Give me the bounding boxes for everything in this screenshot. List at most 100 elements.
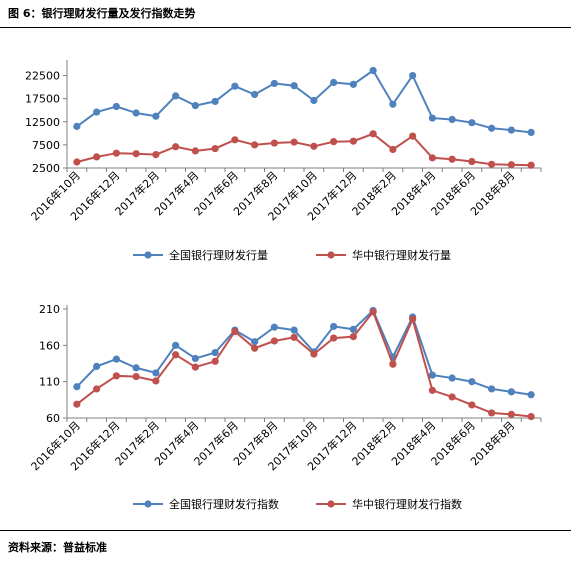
data-point (428, 371, 436, 379)
data-point (73, 383, 81, 391)
data-point (270, 79, 278, 88)
data-point (330, 138, 338, 146)
legend-label: 华中银行理财发行指数 (352, 497, 462, 511)
data-point (251, 90, 259, 99)
data-point (172, 351, 180, 359)
data-point (290, 82, 298, 90)
data-point (389, 145, 397, 154)
series-line-1 (76, 309, 532, 418)
data-point (428, 114, 436, 122)
figure-title: 图 6：银行理财发行量及发行指数走势 (8, 7, 196, 20)
data-point (211, 349, 219, 357)
data-point (211, 357, 219, 365)
data-point (191, 102, 199, 110)
legend-swatch-marker (144, 251, 152, 259)
y-tick-label: 22500 (25, 70, 60, 83)
data-point (468, 401, 476, 409)
data-point (369, 308, 377, 316)
legend-swatch-marker (327, 251, 335, 259)
data-point (488, 385, 496, 393)
y-tick-label: 12500 (25, 116, 60, 129)
data-point (310, 96, 318, 105)
data-point (369, 66, 377, 75)
data-point (527, 161, 535, 169)
data-point (231, 136, 239, 144)
data-point (448, 115, 456, 124)
data-point (191, 147, 199, 155)
data-point (349, 325, 357, 333)
data-point (172, 341, 180, 349)
data-point (93, 153, 101, 161)
data-point (73, 158, 81, 166)
data-point (428, 386, 436, 394)
data-point (488, 409, 496, 417)
data-point (330, 334, 338, 342)
data-point (211, 144, 219, 153)
data-point (93, 108, 101, 116)
series-line-0 (76, 308, 532, 396)
issuance-volume-chart: 250075001250017500225002016年10月2016年12月2… (25, 60, 542, 262)
data-point (428, 154, 436, 162)
data-point (172, 92, 180, 100)
data-point (152, 150, 160, 159)
data-point (448, 155, 456, 163)
data-point (290, 138, 298, 146)
legend-label: 全国银行理财发行量 (169, 248, 268, 262)
data-point (527, 128, 535, 137)
series-line-1 (76, 132, 532, 167)
data-point (527, 412, 535, 421)
data-point (112, 149, 120, 157)
y-tick-label: 7500 (32, 139, 60, 152)
data-point (93, 385, 101, 393)
data-point (112, 372, 120, 380)
data-point (73, 400, 81, 408)
data-point (172, 143, 180, 151)
legend-label: 全国银行理财发行指数 (169, 497, 279, 511)
data-point (191, 363, 199, 371)
data-point (349, 80, 357, 88)
y-tick-label: 210 (39, 303, 60, 316)
bottom-rule (0, 530, 571, 531)
data-point (527, 391, 535, 399)
data-point (211, 97, 219, 106)
data-point (330, 322, 338, 331)
data-point (369, 130, 377, 138)
data-point (507, 126, 515, 134)
data-point (290, 333, 298, 341)
data-point (468, 157, 476, 166)
data-point (468, 378, 476, 386)
data-point (507, 388, 515, 396)
data-point (152, 112, 160, 120)
data-point (507, 410, 515, 418)
y-tick-label: 110 (39, 376, 60, 389)
data-point (330, 78, 338, 87)
data-point (310, 142, 318, 150)
data-point (231, 327, 239, 336)
data-point (270, 139, 278, 147)
data-point (231, 82, 239, 90)
data-point (448, 393, 456, 401)
data-point (488, 124, 496, 132)
legend-swatch-marker (144, 500, 152, 508)
series-line-0 (76, 69, 532, 134)
data-point (389, 360, 397, 368)
data-point (251, 338, 259, 346)
data-point (191, 354, 199, 363)
data-point (251, 344, 259, 352)
data-point (152, 369, 160, 377)
data-point (409, 315, 417, 323)
data-point (112, 102, 120, 111)
y-tick-label: 60 (46, 412, 60, 425)
data-point (132, 372, 140, 381)
y-tick-label: 17500 (25, 93, 60, 106)
data-point (251, 141, 259, 149)
data-point (132, 150, 140, 158)
data-point (270, 323, 278, 331)
data-point (448, 374, 456, 382)
data-point (73, 122, 81, 130)
top-rule (0, 27, 571, 28)
data-point (290, 326, 298, 334)
legend-label: 华中银行理财发行量 (352, 248, 451, 262)
data-point (389, 100, 397, 108)
data-point (349, 333, 357, 341)
